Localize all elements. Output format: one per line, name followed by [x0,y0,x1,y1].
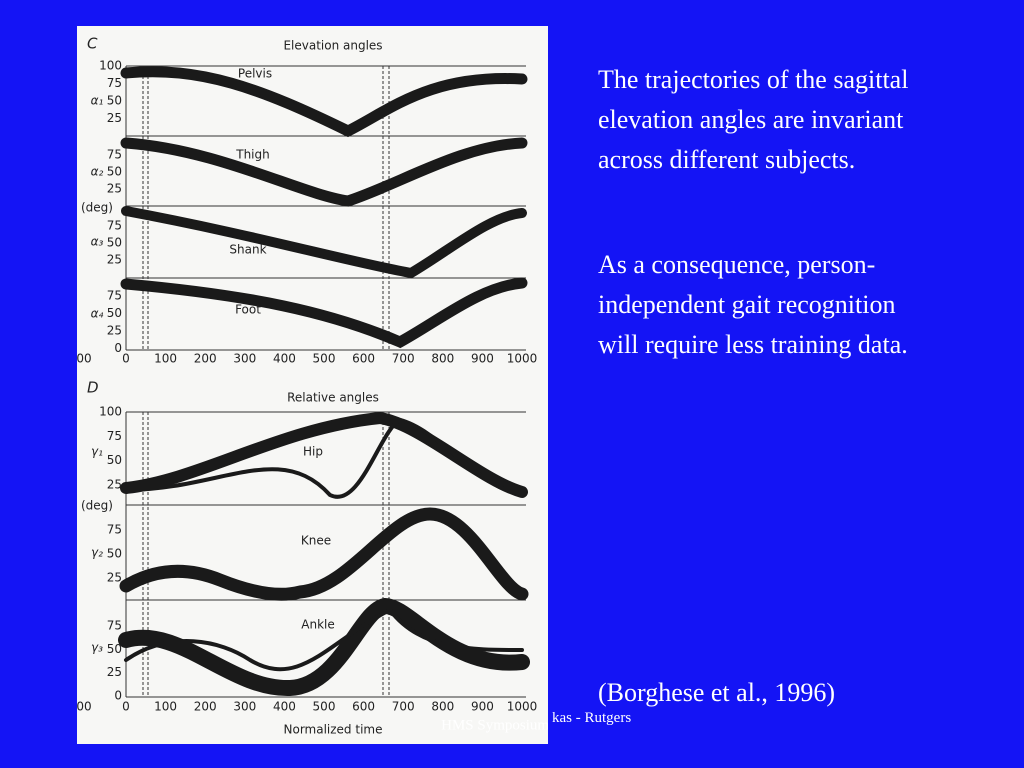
x-tick-label: 500 [313,352,336,366]
x-tick-label: 700 [392,352,415,366]
x-tick-label: 800 [431,352,454,366]
plot-name: Shank [229,243,266,257]
y-tick-label: 0 [114,341,122,355]
x-tick-label: 00 [77,352,92,366]
y-tick-label: 50 [107,236,122,250]
axis-symbol: γ₃ [91,641,103,655]
x-tick-label: 00 [77,700,92,714]
y-tick-label: 50 [107,547,122,561]
y-tick-label: 25 [107,111,122,125]
axis-unit: (deg) [81,201,113,215]
y-tick-label: 75 [107,289,122,303]
axis-unit: (deg) [81,499,113,513]
plot-name: Knee [301,534,331,548]
y-tick-label: 75 [107,619,122,633]
x-tick-label: 900 [471,352,494,366]
plot-name: Pelvis [238,67,272,81]
x-tick-label: 100 [154,352,177,366]
y-tick-label: 75 [107,148,122,162]
paragraph: As a consequence, person-independent gai… [598,250,908,359]
x-tick-label: 600 [352,700,375,714]
plot-name: Hip [303,445,323,459]
x-tick-label: 200 [194,352,217,366]
axis-symbol: α₂ [91,165,104,179]
y-tick-label: 75 [107,219,122,233]
y-tick-label: 25 [107,571,122,585]
y-tick-label: 50 [107,94,122,108]
citation: (Borghese et al., 1996) [598,678,836,707]
x-tick-label: 0 [122,352,130,366]
x-tick-label: 400 [273,352,296,366]
plot-name: Thigh [235,148,270,162]
x-tick-label: 1000 [507,352,538,366]
axis-symbol: γ₂ [91,546,103,560]
paragraph: The trajectories of the sagittal elevati… [598,65,909,174]
figure: C Elevation angles(deg)00 0 100 200 300 400 500… [77,26,548,744]
y-tick-label: 100 [99,59,122,73]
y-tick-label: 25 [107,324,122,338]
y-tick-label: 50 [107,165,122,179]
y-tick-label: 50 [107,642,122,656]
y-tick-label: 50 [107,306,122,320]
x-tick-label: 300 [233,700,256,714]
footer: kas - Rutgers [552,710,632,726]
x-tick-label: 500 [313,700,336,714]
x-tick-label: 800 [431,700,454,714]
x-tick-label: 200 [194,700,217,714]
axis-symbol: α₃ [91,235,104,249]
panel-title: Elevation angles [283,39,382,53]
plot-name: Foot [235,303,261,317]
x-tick-label: 0 [122,700,130,714]
x-tick-label: 700 [392,700,415,714]
y-tick-label: 25 [107,665,122,679]
y-tick-label: 75 [107,523,122,537]
y-tick-label: 25 [107,253,122,267]
y-tick-label: 0 [114,688,122,702]
panel-letter: D [87,379,99,397]
y-tick-label: 75 [107,76,122,90]
axis-symbol: α₁ [91,94,104,108]
axis-symbol: α₄ [91,307,104,321]
y-tick-label: 100 [99,405,122,419]
panel-letter: C [87,35,98,53]
x-tick-label: 600 [352,352,375,366]
x-tick-label: 300 [233,352,256,366]
y-tick-label: 25 [107,477,122,491]
trajectory-bands [118,66,530,697]
x-tick-label: 100 [154,700,177,714]
y-tick-label: 25 [107,182,122,196]
plot-name: Ankle [301,618,334,632]
axis-symbol: γ₁ [91,445,103,459]
x-axis-label: Normalized time [284,723,383,737]
y-tick-label: 75 [107,429,122,443]
x-tick-label: 900 [471,700,494,714]
x-tick-label: 400 [273,700,296,714]
panel-title: Relative angles [287,391,379,405]
x-tick-label: 1000 [507,700,538,714]
y-tick-label: 50 [107,453,122,467]
